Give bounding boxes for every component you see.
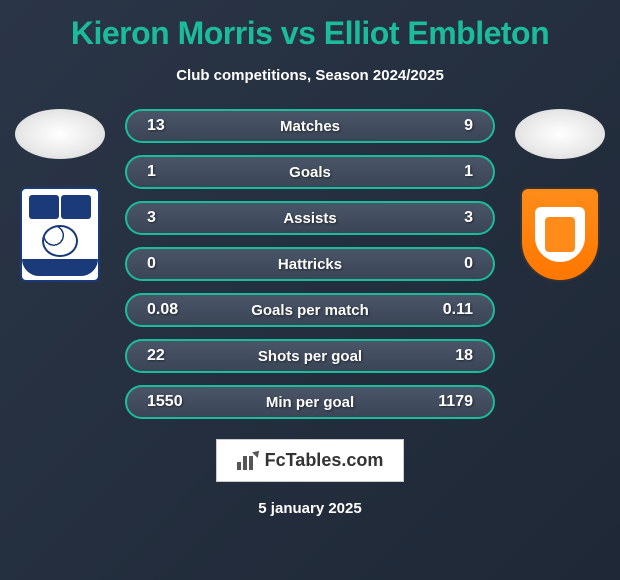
stat-row-goals: 1 Goals 1 [125, 155, 495, 189]
stat-label: Goals [289, 164, 331, 181]
stat-value-left: 13 [147, 117, 197, 135]
stat-row-assists: 3 Assists 3 [125, 201, 495, 235]
stat-value-left: 0 [147, 255, 197, 273]
club-crest-left [15, 184, 105, 284]
comparison-subtitle: Club competitions, Season 2024/2025 [176, 67, 444, 84]
footer-logo[interactable]: FcTables.com [216, 439, 405, 482]
stat-label: Assists [283, 210, 336, 227]
stat-value-right: 18 [423, 347, 473, 365]
player-right-photo [515, 109, 605, 159]
stat-value-right: 0 [423, 255, 473, 273]
stat-label: Shots per goal [258, 348, 362, 365]
stat-value-left: 0.08 [147, 301, 197, 319]
stat-row-min-per-goal: 1550 Min per goal 1179 [125, 385, 495, 419]
stat-label: Min per goal [266, 394, 354, 411]
stat-label: Hattricks [278, 256, 342, 273]
footer-logo-text: FcTables.com [265, 450, 384, 471]
stat-value-right: 1 [423, 163, 473, 181]
chart-icon [237, 452, 257, 470]
club-crest-right [515, 184, 605, 284]
player-right-column [500, 109, 620, 284]
stat-value-left: 3 [147, 209, 197, 227]
stats-column: 13 Matches 9 1 Goals 1 3 Assists 3 0 Hat… [125, 109, 495, 419]
tranmere-crest-icon [20, 187, 100, 282]
stat-row-hattricks: 0 Hattricks 0 [125, 247, 495, 281]
stat-value-left: 1550 [147, 393, 197, 411]
player-left-column [0, 109, 120, 284]
comparison-card: Kieron Morris vs Elliot Embleton Club co… [0, 0, 620, 580]
comparison-title: Kieron Morris vs Elliot Embleton [71, 15, 549, 52]
stat-value-right: 9 [423, 117, 473, 135]
stat-row-matches: 13 Matches 9 [125, 109, 495, 143]
stat-value-right: 0.11 [423, 301, 473, 319]
stat-value-left: 1 [147, 163, 197, 181]
stat-value-right: 3 [423, 209, 473, 227]
stat-value-right: 1179 [423, 393, 473, 411]
stat-label: Matches [280, 118, 340, 135]
stat-value-left: 22 [147, 347, 197, 365]
stat-row-goals-per-match: 0.08 Goals per match 0.11 [125, 293, 495, 327]
blackpool-crest-icon [520, 187, 600, 282]
stat-label: Goals per match [251, 302, 369, 319]
player-left-photo [15, 109, 105, 159]
content-area: 13 Matches 9 1 Goals 1 3 Assists 3 0 Hat… [0, 109, 620, 419]
footer-date: 5 january 2025 [258, 500, 361, 517]
stat-row-shots-per-goal: 22 Shots per goal 18 [125, 339, 495, 373]
